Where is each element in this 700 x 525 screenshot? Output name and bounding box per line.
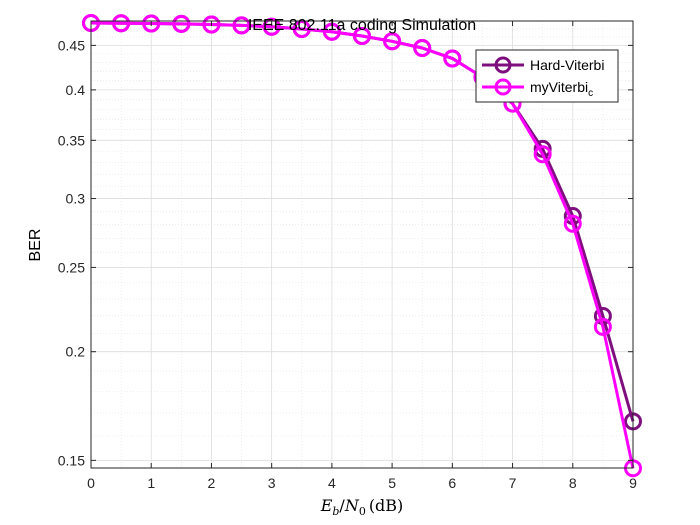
data-point [443, 49, 462, 68]
legend-entry-myviterbi: myViterbic [482, 78, 593, 99]
tick-marks [90, 21, 634, 468]
data-point [172, 14, 191, 33]
y-axis-label: BER [27, 229, 44, 262]
data-point [142, 14, 161, 33]
axes-frame [90, 20, 634, 469]
x-tick-label: 9 [629, 475, 637, 491]
y-tick-labels: 0.15 0.2 0.25 0.3 0.35 0.4 0.45 [58, 37, 85, 468]
x-tick-label: 3 [268, 475, 276, 491]
x-tick-labels: 0 1 2 3 4 5 6 7 8 9 [87, 475, 637, 491]
y-tick-label: 0.35 [58, 132, 85, 148]
x-tick-label: 5 [388, 475, 396, 491]
minor-grid [91, 20, 633, 468]
legend-label-myviterbi: myViterbic [530, 79, 593, 99]
y-tick-label: 0.2 [66, 344, 86, 360]
data-point [413, 38, 432, 57]
data-point [112, 14, 131, 33]
data-point [353, 27, 371, 46]
legend-entry-hard-viterbi: Hard-Viterbi [482, 56, 604, 74]
legend-marker-hard-viterbi [494, 56, 512, 74]
y-tick-label: 0.4 [66, 82, 86, 98]
series-layer [82, 13, 642, 478]
series-line [90, 21, 635, 469]
x-tick-label: 4 [328, 475, 336, 491]
data-point [533, 145, 552, 164]
data-point [383, 32, 402, 51]
legend-label-hard-viterbi: Hard-Viterbi [530, 57, 604, 73]
x-tick-label: 8 [569, 475, 577, 491]
y-tick-label: 0.25 [58, 259, 85, 275]
x-tick-label: 0 [87, 475, 95, 491]
chart-title: IEEE 802.11a coding Simulation [248, 17, 476, 34]
y-tick-label: 0.15 [58, 452, 85, 468]
data-point [563, 214, 582, 233]
y-tick-label: 0.3 [66, 191, 86, 207]
data-point [232, 16, 251, 35]
legend: Hard-Viterbi myViterbic [475, 49, 619, 103]
x-tick-label: 6 [448, 475, 456, 491]
data-point [593, 317, 612, 336]
y-tick-label: 0.45 [58, 37, 85, 53]
data-point [202, 15, 221, 34]
x-tick-label: 1 [147, 475, 155, 491]
x-tick-label: 2 [208, 475, 216, 491]
x-tick-label: 7 [509, 475, 517, 491]
x-axis-label: Eb/N0 (dB) [320, 496, 404, 518]
legend-marker-myviterbi [494, 78, 512, 96]
data-point [262, 17, 281, 36]
